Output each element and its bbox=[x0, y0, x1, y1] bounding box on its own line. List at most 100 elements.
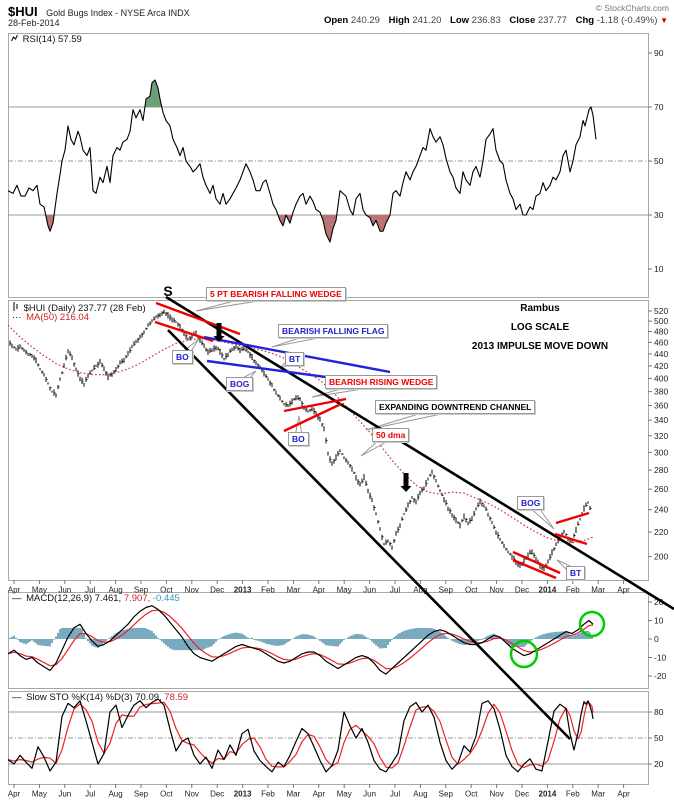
annotation-bubble: BT bbox=[566, 566, 586, 580]
chart-date: 28-Feb-2014 bbox=[8, 18, 60, 28]
ma-label: ··· MA(50) 216.04 bbox=[12, 312, 89, 323]
svg-text:Apr: Apr bbox=[313, 586, 326, 595]
svg-text:380: 380 bbox=[654, 387, 668, 397]
svg-text:50: 50 bbox=[654, 156, 664, 166]
svg-text:2013: 2013 bbox=[234, 790, 252, 799]
annotation-text: 2013 IMPULSE MOVE DOWN bbox=[471, 341, 609, 352]
gridlines bbox=[8, 106, 648, 765]
svg-text:Feb: Feb bbox=[261, 790, 275, 799]
svg-text:Jun: Jun bbox=[58, 586, 71, 595]
annotation-bubble: EXPANDING DOWNTREND CHANNEL bbox=[375, 400, 536, 414]
svg-text:Jun: Jun bbox=[363, 790, 376, 799]
svg-text:Sep: Sep bbox=[439, 790, 454, 799]
svg-text:Dec: Dec bbox=[210, 790, 224, 799]
svg-text:50: 50 bbox=[654, 733, 664, 743]
svg-text:Mar: Mar bbox=[287, 586, 301, 595]
svg-text:400: 400 bbox=[654, 373, 668, 383]
solid-line-icon: — bbox=[12, 692, 22, 703]
highlight-circles bbox=[509, 610, 606, 669]
candlestick-icon bbox=[12, 302, 19, 314]
annotation-text: S bbox=[163, 283, 173, 299]
chg-label: Chg bbox=[575, 15, 595, 26]
open-label: Open bbox=[323, 15, 349, 26]
svg-text:Jul: Jul bbox=[85, 790, 95, 799]
svg-text:2013: 2013 bbox=[234, 586, 252, 595]
chart-title: Gold Bugs Index - NYSE Arca INDX bbox=[46, 8, 190, 18]
svg-text:Aug: Aug bbox=[413, 790, 427, 799]
annotation-bubble: BEARISH RISING WEDGE bbox=[325, 375, 438, 389]
svg-text:Oct: Oct bbox=[465, 586, 478, 595]
svg-text:460: 460 bbox=[654, 338, 668, 348]
svg-text:420: 420 bbox=[654, 361, 668, 371]
down-arrow-icons bbox=[213, 323, 412, 492]
svg-text:Apr: Apr bbox=[313, 790, 326, 799]
svg-text:-20: -20 bbox=[654, 671, 667, 681]
low-value: 236.83 bbox=[471, 15, 501, 26]
close-value: 237.77 bbox=[537, 15, 567, 26]
quote-bar: Open 240.29 High 241.20 Low 236.83 Close… bbox=[318, 15, 668, 26]
annotation-text: Rambus bbox=[520, 303, 560, 314]
svg-text:Sep: Sep bbox=[439, 586, 454, 595]
svg-text:Nov: Nov bbox=[185, 586, 199, 595]
svg-text:Nov: Nov bbox=[185, 790, 199, 799]
svg-text:Sep: Sep bbox=[134, 586, 149, 595]
svg-text:Jun: Jun bbox=[58, 790, 71, 799]
change-down-icon: ▼ bbox=[660, 16, 668, 25]
svg-text:Nov: Nov bbox=[489, 790, 503, 799]
price-plot bbox=[8, 309, 595, 572]
svg-text:Apr: Apr bbox=[8, 790, 21, 799]
svg-text:Mar: Mar bbox=[287, 790, 301, 799]
svg-text:300: 300 bbox=[654, 447, 668, 457]
svg-text:Oct: Oct bbox=[465, 790, 478, 799]
annotation-bubble: BT bbox=[285, 352, 305, 366]
svg-text:Dec: Dec bbox=[515, 790, 529, 799]
open-value: 240.29 bbox=[350, 15, 380, 26]
svg-text:340: 340 bbox=[654, 415, 668, 425]
svg-text:500: 500 bbox=[654, 316, 668, 326]
svg-text:Feb: Feb bbox=[566, 790, 580, 799]
svg-text:Dec: Dec bbox=[210, 586, 224, 595]
date-axis: Apr Apr May May Jun Jun Jul Jul Aug Aug Sep Sep Oct O… bbox=[8, 580, 630, 799]
svg-text:360: 360 bbox=[654, 401, 668, 411]
svg-text:440: 440 bbox=[654, 349, 668, 359]
annotation-bubble: BEARISH FALLING FLAG bbox=[278, 324, 389, 338]
svg-text:2014: 2014 bbox=[539, 790, 557, 799]
price-label: $HUI (Daily) 237.77 (28 Feb) bbox=[12, 302, 146, 314]
svg-text:Mar: Mar bbox=[591, 586, 605, 595]
svg-text:Aug: Aug bbox=[108, 790, 122, 799]
sto-plot bbox=[8, 698, 594, 773]
svg-text:90: 90 bbox=[654, 48, 664, 58]
svg-text:Nov: Nov bbox=[489, 586, 503, 595]
copyright: © StockCharts.com bbox=[595, 3, 669, 13]
svg-text:May: May bbox=[32, 586, 47, 595]
chg-value: -1.18 (-0.49%) bbox=[596, 15, 658, 26]
svg-text:0: 0 bbox=[654, 634, 659, 644]
rsi-plot bbox=[8, 79, 597, 243]
svg-text:Oct: Oct bbox=[160, 586, 173, 595]
annotation-bubble: BOG bbox=[226, 377, 254, 391]
annotation-text: LOG SCALE bbox=[510, 322, 570, 333]
symbol: $HUI bbox=[8, 4, 38, 19]
annotation-bubble: BO bbox=[288, 432, 309, 446]
svg-text:May: May bbox=[337, 586, 352, 595]
svg-text:May: May bbox=[337, 790, 352, 799]
svg-text:520: 520 bbox=[654, 306, 668, 316]
svg-text:Sep: Sep bbox=[134, 790, 149, 799]
indicator-line-icon bbox=[11, 34, 18, 45]
chart-header: $HUI Gold Bugs Index - NYSE Arca INDX bbox=[8, 3, 190, 21]
svg-text:Oct: Oct bbox=[160, 790, 173, 799]
svg-text:Apr: Apr bbox=[617, 790, 630, 799]
svg-text:80: 80 bbox=[654, 707, 664, 717]
svg-text:70: 70 bbox=[654, 102, 664, 112]
low-label: Low bbox=[450, 15, 470, 26]
high-value: 241.20 bbox=[412, 15, 442, 26]
svg-text:May: May bbox=[32, 790, 47, 799]
svg-text:280: 280 bbox=[654, 465, 668, 475]
annotation-bubble: 5 PT BEARISH FALLING WEDGE bbox=[206, 287, 346, 301]
rsi-label: RSI(14) 57.59 bbox=[11, 34, 82, 45]
close-label: Close bbox=[509, 15, 536, 26]
dotted-line-icon: ··· bbox=[12, 312, 22, 323]
svg-text:Jul: Jul bbox=[390, 586, 400, 595]
svg-text:Mar: Mar bbox=[591, 790, 605, 799]
